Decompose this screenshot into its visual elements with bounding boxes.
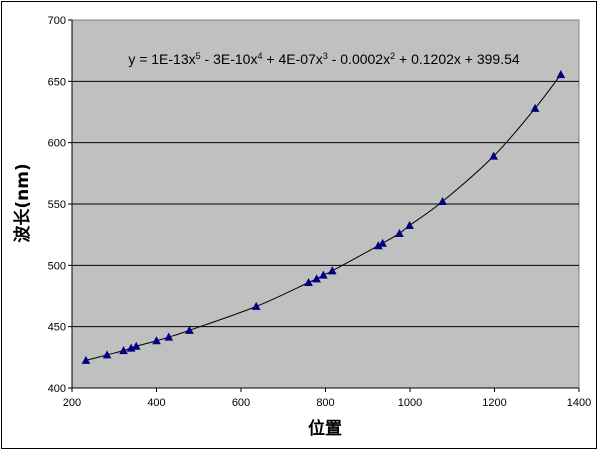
data-point <box>164 332 174 341</box>
data-point <box>530 103 540 112</box>
data-point <box>556 70 566 79</box>
y-tick-label: 600 <box>48 138 66 150</box>
y-tick-label: 500 <box>48 260 66 272</box>
data-point <box>319 270 328 279</box>
y-tick-label: 550 <box>48 199 66 211</box>
y-tick-label: 650 <box>48 76 66 88</box>
data-point <box>312 274 321 283</box>
data-point <box>152 336 161 345</box>
data-point <box>251 301 261 310</box>
y-tick-label: 400 <box>48 383 66 395</box>
data-point <box>405 220 414 229</box>
x-axis-title: 位置 <box>308 418 342 439</box>
data-point <box>489 151 498 160</box>
x-tick-label: 1000 <box>398 397 422 409</box>
data-point <box>185 325 194 334</box>
data-point <box>304 277 313 287</box>
y-tick-label: 700 <box>48 15 66 27</box>
x-tick-label: 200 <box>63 397 81 409</box>
data-point <box>438 196 447 206</box>
data-point <box>131 341 141 350</box>
data-point <box>119 346 128 355</box>
trendline-equation: y = 1E-13x5 - 3E-10x4 + 4E-07x3 - 0.0002… <box>128 51 520 67</box>
data-point <box>327 266 337 275</box>
data-point <box>81 355 91 364</box>
data-point <box>378 238 387 247</box>
data-point <box>395 228 404 237</box>
x-tick-label: 1400 <box>567 397 591 409</box>
x-tick-label: 400 <box>147 397 165 409</box>
x-tick-label: 1200 <box>482 397 506 409</box>
y-tick-label: 450 <box>48 322 66 334</box>
x-tick-label: 600 <box>232 397 250 409</box>
y-axis-title: 波长(nm) <box>12 163 33 242</box>
data-point <box>102 350 112 359</box>
x-tick-label: 800 <box>316 397 334 409</box>
